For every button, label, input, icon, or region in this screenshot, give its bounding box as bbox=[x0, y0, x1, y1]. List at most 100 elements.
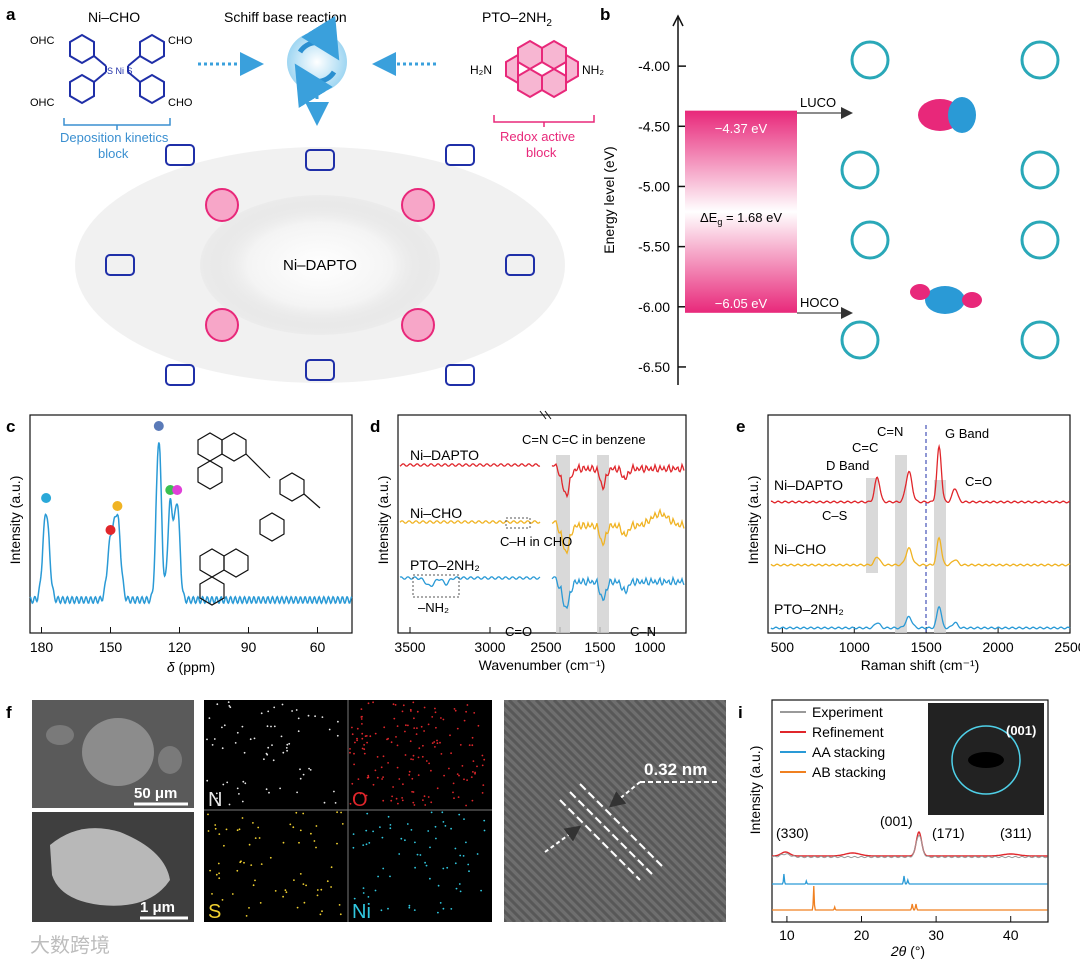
eds-dot bbox=[467, 863, 470, 866]
eds-dot bbox=[313, 840, 316, 842]
c-ylabel: Intensity (a.u.) bbox=[7, 476, 23, 565]
i-ticks: 10 20 30 40 bbox=[779, 916, 1019, 943]
pto-node-1 bbox=[401, 188, 435, 222]
eds-dot bbox=[218, 877, 221, 880]
eds-dot bbox=[416, 727, 418, 729]
fringe bbox=[588, 700, 726, 839]
eds-dot bbox=[425, 864, 428, 867]
eds-dot bbox=[361, 723, 363, 725]
eds-dot bbox=[362, 887, 365, 889]
eds-dot bbox=[263, 758, 265, 761]
eds-dot bbox=[409, 740, 412, 743]
eds-dot bbox=[382, 776, 384, 778]
eds-dot bbox=[397, 802, 399, 805]
eds-dot bbox=[466, 779, 468, 781]
eds-dot bbox=[450, 827, 452, 830]
eds-dot bbox=[476, 765, 478, 768]
eds-dot bbox=[249, 738, 252, 741]
eds-dot bbox=[252, 884, 255, 887]
eds-dot bbox=[394, 704, 397, 706]
eds-dot bbox=[463, 719, 466, 722]
eds-dot bbox=[418, 747, 421, 750]
eds-dot bbox=[315, 846, 317, 849]
c-peak-dot-4 bbox=[165, 485, 176, 495]
eds-dot bbox=[221, 726, 223, 729]
eds-dot bbox=[302, 812, 305, 815]
eds-dot bbox=[404, 839, 406, 842]
b-tick-label-1: -4.50 bbox=[638, 118, 670, 134]
eds-dot bbox=[330, 866, 333, 869]
eds-dot bbox=[436, 739, 438, 742]
eds-dot bbox=[254, 837, 257, 839]
eds-dot bbox=[453, 708, 456, 710]
eds-dot bbox=[482, 784, 485, 786]
eds-dot bbox=[299, 873, 302, 875]
orbital-ring-5 bbox=[1020, 220, 1060, 260]
eds-dot bbox=[458, 813, 461, 816]
eds-dot bbox=[483, 819, 486, 822]
fringe bbox=[504, 710, 715, 922]
fringe bbox=[504, 773, 652, 922]
d-series-ni-cho bbox=[399, 507, 685, 555]
eds-dot bbox=[436, 787, 439, 790]
luco-label: LUCO bbox=[800, 95, 836, 110]
eds-dot bbox=[374, 889, 377, 892]
eds-dot bbox=[430, 801, 433, 804]
e-legend-1: Ni–CHO bbox=[774, 541, 826, 557]
eds-dot bbox=[449, 734, 451, 737]
eds-dot bbox=[269, 856, 272, 859]
eds-dot bbox=[396, 725, 399, 727]
eds-dot bbox=[442, 718, 445, 721]
d-box-nh2 bbox=[412, 574, 460, 598]
watermark: 大数跨境 bbox=[30, 934, 110, 957]
eds-dot bbox=[376, 776, 379, 779]
ohc-label-top: OHC bbox=[30, 35, 55, 47]
fringe bbox=[504, 845, 580, 922]
eds-dot bbox=[421, 755, 424, 758]
i-tick-label-1: 20 bbox=[854, 927, 870, 943]
eds-dot bbox=[434, 707, 436, 710]
e-tick-label-1: 1000 bbox=[839, 639, 870, 655]
fringe bbox=[651, 700, 726, 776]
eds-dot bbox=[441, 811, 444, 814]
eds-dot bbox=[477, 724, 480, 727]
fringe bbox=[504, 746, 679, 922]
eds-dot bbox=[266, 725, 269, 728]
eds-dot bbox=[289, 823, 292, 826]
fringe bbox=[633, 700, 726, 794]
panel-h: h 0.32 nm bbox=[504, 700, 726, 922]
eds-dot bbox=[416, 710, 419, 713]
panel-g: g N O S Ni bbox=[204, 700, 492, 923]
eds-dot bbox=[404, 754, 407, 756]
eds-dot bbox=[454, 847, 457, 850]
eds-dot bbox=[307, 714, 310, 717]
eds-dot bbox=[226, 781, 229, 784]
eds-dot bbox=[382, 867, 385, 870]
eds-dot bbox=[333, 790, 335, 793]
spacing-label: 0.32 nm bbox=[644, 760, 707, 779]
eds-dot bbox=[422, 744, 424, 747]
fringe bbox=[504, 872, 553, 922]
eds-dot bbox=[217, 804, 220, 806]
eds-dot bbox=[457, 796, 460, 798]
reaction-label: Schiff base reaction bbox=[224, 9, 347, 25]
e-tick-label-0: 500 bbox=[771, 639, 795, 655]
eds-dot bbox=[227, 701, 230, 703]
hoco-label: HOCO bbox=[800, 295, 839, 310]
eds-dot bbox=[392, 703, 395, 706]
eds-dot bbox=[286, 749, 288, 752]
eds-dot bbox=[380, 909, 383, 912]
pto-node-2 bbox=[205, 308, 239, 342]
eds-dot bbox=[360, 718, 363, 720]
eds-dot bbox=[410, 710, 412, 712]
gap-value: ΔEg = 1.68 eV bbox=[700, 210, 782, 227]
eds-dot bbox=[207, 813, 209, 816]
fringe bbox=[504, 800, 625, 922]
eds-dot bbox=[291, 710, 293, 712]
eds-dot bbox=[349, 751, 351, 754]
panel-letter-b: b bbox=[600, 5, 610, 24]
fringe bbox=[579, 700, 726, 848]
framework-pore bbox=[200, 195, 440, 335]
b-ylabel: Energy level (eV) bbox=[601, 146, 617, 253]
panel-letter-f: f bbox=[6, 703, 12, 722]
